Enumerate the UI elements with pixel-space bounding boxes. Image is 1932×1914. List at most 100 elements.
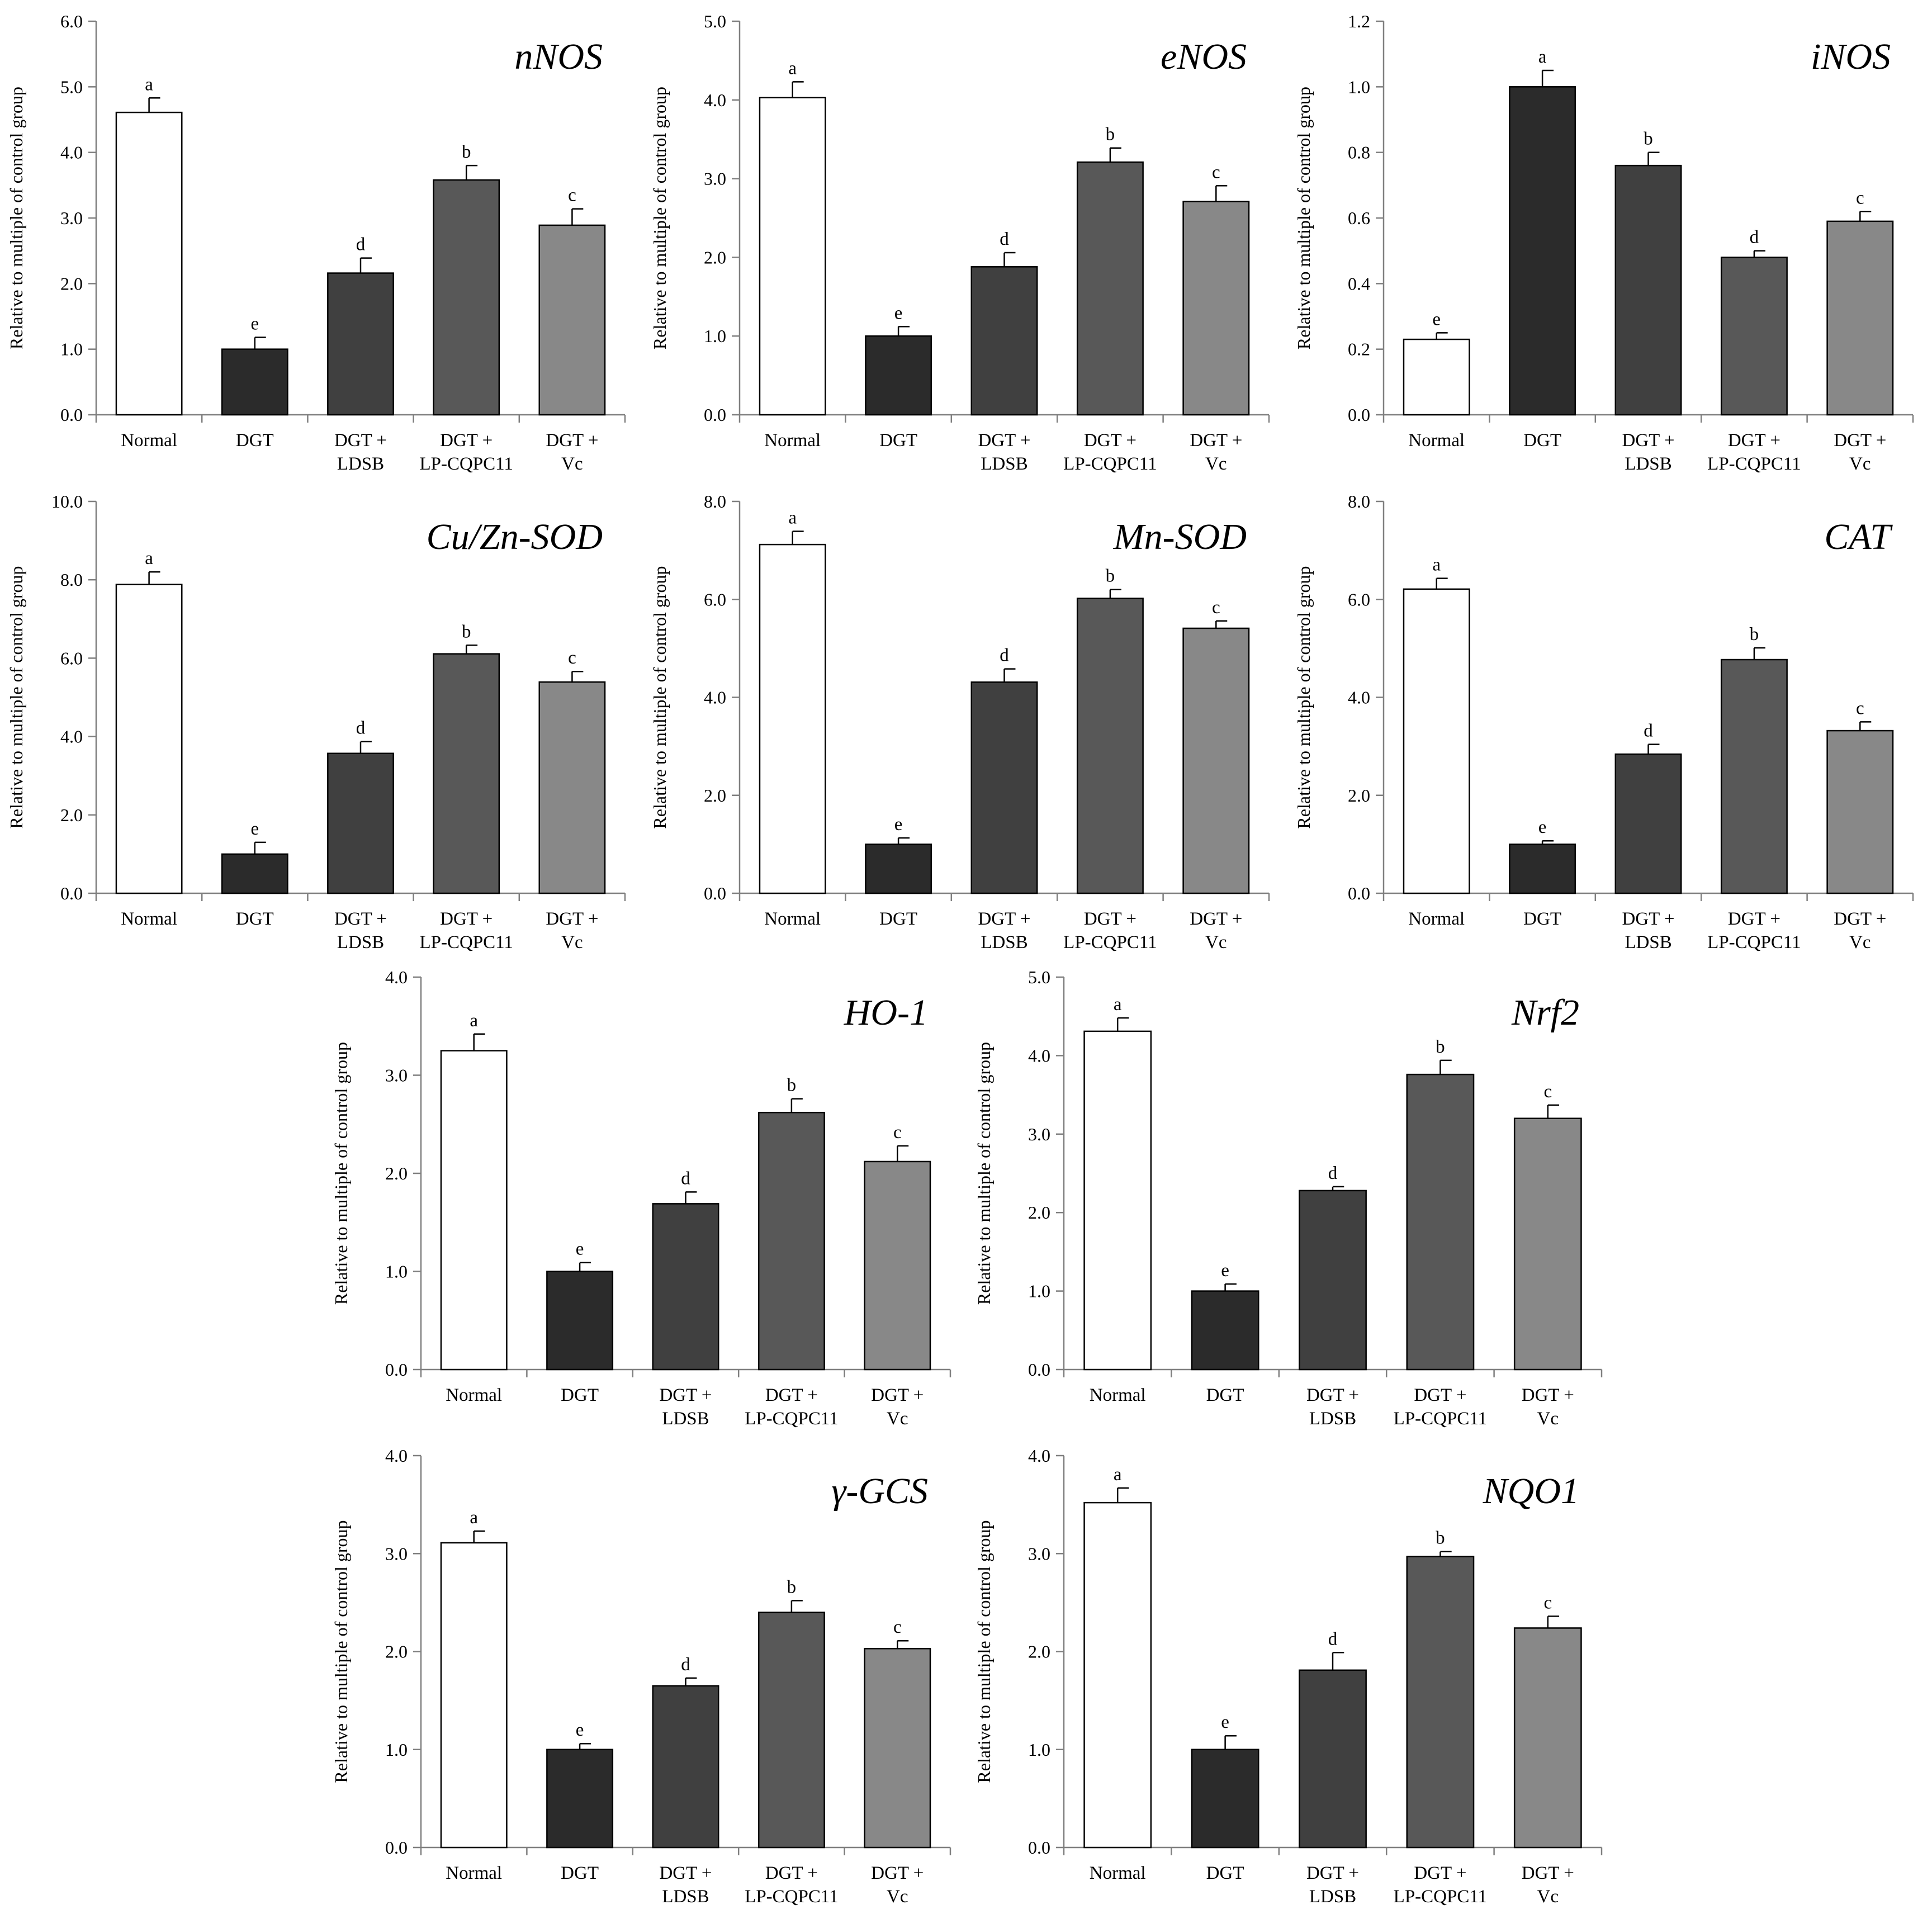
y-tick-label: 0.0 xyxy=(1348,883,1370,903)
category-label-4: Vc xyxy=(1849,932,1871,953)
category-label-1: DGT xyxy=(1523,909,1561,929)
bar-4 xyxy=(538,681,606,894)
bar-3 xyxy=(433,653,500,894)
category-label-4: DGT + xyxy=(1834,430,1886,451)
significance-letter-2: d xyxy=(681,1168,690,1188)
y-tick-label: 2.0 xyxy=(385,1163,408,1183)
category-label-2: DGT + xyxy=(978,430,1030,451)
y-axis-title: Relative to multiple of control group xyxy=(6,87,26,349)
y-axis-title: Relative to multiple of control group xyxy=(331,1520,351,1783)
y-tick-label: 2.0 xyxy=(1028,1202,1050,1223)
chart-panel-3: 0.0 2.0 4.0 6.0 8.0 10.0 Relative to multiple … xyxy=(6,491,626,953)
bar-4 xyxy=(864,1647,931,1849)
panel-title: γ-GCS xyxy=(831,1471,928,1512)
significance-letter-3: d xyxy=(1750,228,1759,248)
error-bar-1 xyxy=(897,326,910,337)
category-label-3: DGT + xyxy=(765,1385,818,1405)
significance-letter-3: b xyxy=(1436,1528,1445,1548)
error-bar-3 xyxy=(790,1098,803,1113)
y-tick-label: 1.0 xyxy=(385,1740,408,1760)
error-bar-0 xyxy=(1116,1487,1129,1503)
y-tick-label: 3.0 xyxy=(1028,1124,1050,1144)
bar-0 xyxy=(115,584,183,894)
error-bar-2 xyxy=(685,1677,697,1686)
y-tick-label: 6.0 xyxy=(1348,589,1370,609)
category-label-0: Normal xyxy=(764,430,821,451)
y-tick-label: 4.0 xyxy=(385,967,408,987)
significance-letter-2: d xyxy=(1328,1163,1338,1183)
error-bar-0 xyxy=(1436,332,1448,340)
bar-2 xyxy=(652,1685,719,1849)
category-label-3: LP-CQPC11 xyxy=(745,1887,838,1907)
panel-title: nNOS xyxy=(514,36,603,77)
significance-letter-1: e xyxy=(576,1720,584,1740)
category-label-4: Vc xyxy=(1849,454,1871,474)
significance-letter-2: d xyxy=(1000,229,1009,249)
error-bar-1 xyxy=(254,841,266,854)
chart-panel-0: 0.0 1.0 2.0 3.0 4.0 5.0 6.0 Relative to multipl… xyxy=(6,11,626,474)
bar-1 xyxy=(865,844,932,894)
y-tick-label: 6.0 xyxy=(704,589,726,609)
y-tick-label: 4.0 xyxy=(60,143,83,163)
y-tick-label: 5.0 xyxy=(60,77,83,97)
y-tick-label: 8.0 xyxy=(60,570,83,590)
bar-2 xyxy=(1614,753,1682,894)
bar-0 xyxy=(1403,338,1470,416)
error-bar-2 xyxy=(1647,151,1660,166)
bar-3 xyxy=(1720,257,1788,416)
error-bar-1 xyxy=(1541,840,1554,845)
significance-letter-2: d xyxy=(681,1655,690,1675)
category-label-2: DGT + xyxy=(1622,430,1674,451)
significance-letter-1: e xyxy=(1221,1712,1229,1732)
error-bar-0 xyxy=(473,1033,485,1051)
category-label-3: DGT + xyxy=(765,1863,818,1883)
significance-letter-2: d xyxy=(356,718,366,738)
bar-1 xyxy=(1509,844,1576,894)
error-bar-3 xyxy=(465,645,478,654)
significance-letter-3: b xyxy=(462,142,471,162)
significance-letter-3: b xyxy=(1436,1037,1445,1057)
bar-2 xyxy=(1299,1190,1367,1371)
y-axis-title: Relative to multiple of control group xyxy=(6,566,26,828)
category-label-4: DGT + xyxy=(546,909,598,929)
error-bar-2 xyxy=(359,257,372,273)
error-bar-1 xyxy=(1224,1283,1237,1291)
category-label-4: DGT + xyxy=(871,1385,924,1405)
error-bar-4 xyxy=(1547,1104,1560,1119)
category-label-4: Vc xyxy=(1205,454,1227,474)
category-label-2: LDSB xyxy=(1309,1409,1356,1429)
significance-letter-1: e xyxy=(250,314,259,334)
error-bar-3 xyxy=(1109,147,1121,163)
category-label-1: DGT xyxy=(236,430,274,451)
panel-title: Nrf2 xyxy=(1511,992,1579,1033)
category-label-0: Normal xyxy=(121,430,177,451)
significance-letter-0: a xyxy=(145,74,153,94)
error-bar-4 xyxy=(1859,211,1872,221)
significance-letter-0: a xyxy=(1114,1465,1122,1485)
bar-3 xyxy=(1406,1073,1475,1371)
bar-4 xyxy=(1513,1117,1582,1371)
category-label-4: DGT + xyxy=(1522,1863,1574,1883)
category-label-4: Vc xyxy=(1205,932,1227,953)
significance-letter-4: c xyxy=(1543,1593,1552,1613)
y-tick-label: 3.0 xyxy=(704,169,726,189)
bar-1 xyxy=(546,1271,614,1371)
error-bar-4 xyxy=(897,1640,909,1649)
category-label-2: LDSB xyxy=(662,1887,709,1907)
category-label-3: LP-CQPC11 xyxy=(1063,932,1157,953)
significance-letter-2: d xyxy=(1644,721,1653,741)
bar-2 xyxy=(1299,1669,1367,1849)
category-label-0: Normal xyxy=(1408,430,1465,451)
panel-title: HO-1 xyxy=(844,992,928,1033)
category-label-2: DGT + xyxy=(1306,1863,1359,1883)
bar-3 xyxy=(1076,598,1144,894)
category-label-3: DGT + xyxy=(1728,430,1781,451)
category-label-2: DGT + xyxy=(659,1385,712,1405)
significance-letter-2: d xyxy=(356,235,366,255)
panel-title: CAT xyxy=(1824,517,1893,557)
category-label-2: DGT + xyxy=(659,1863,712,1883)
y-tick-label: 3.0 xyxy=(1028,1543,1050,1564)
category-label-3: DGT + xyxy=(1084,909,1137,929)
error-bar-4 xyxy=(1215,185,1228,202)
bar-1 xyxy=(221,853,288,894)
